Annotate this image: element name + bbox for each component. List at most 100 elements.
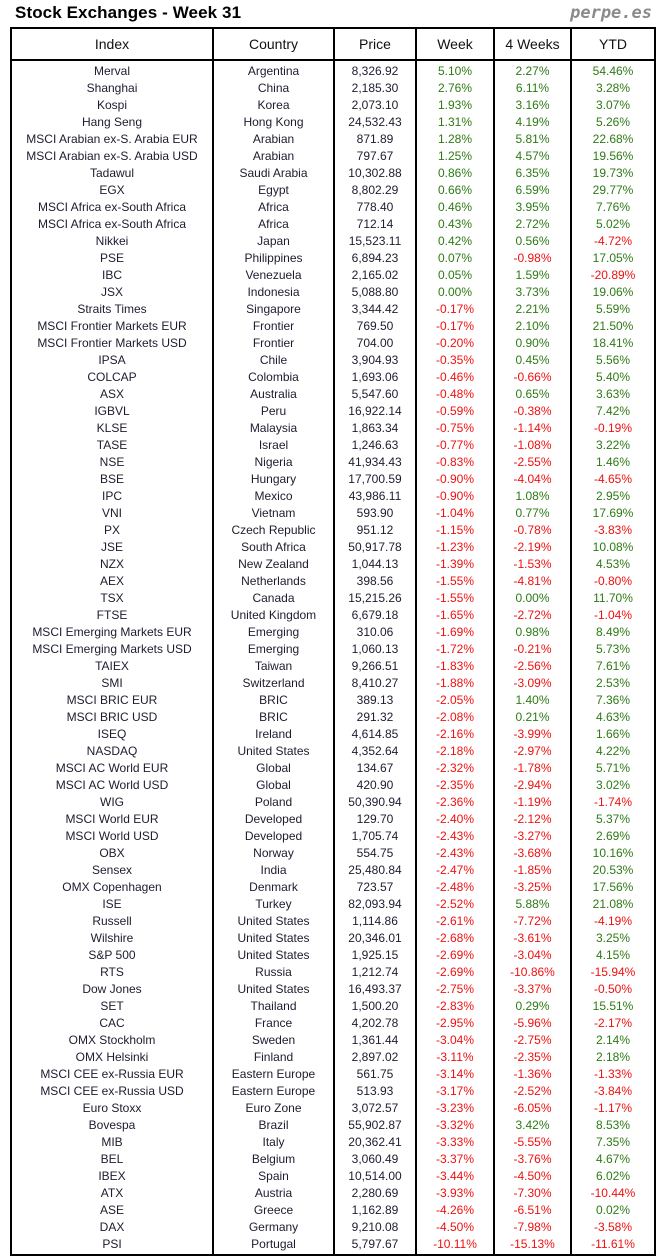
ytd-change-cell: 5.56% [570,352,656,369]
week-change-cell: -3.93% [415,1185,495,1202]
column-header-price[interactable]: Price [333,27,417,61]
price-cell: 704.00 [333,335,417,352]
table-row: MSCI Emerging Markets USD Emerging 1,060.1… [10,641,656,658]
four-weeks-change-cell: 0.45% [493,352,572,369]
four-weeks-change-cell: -1.14% [493,420,572,437]
ytd-change-cell: 2.53% [570,675,656,692]
index-cell: MSCI CEE ex-Russia USD [10,1083,214,1100]
ytd-change-cell: 10.08% [570,539,656,556]
table-row: OMX Helsinki Finland 2,897.02 -3.11% -2.35% 2… [10,1049,656,1066]
country-cell: Canada [212,590,335,607]
table-row: CAC France 4,202.78 -2.95% -5.96% -2.17% [10,1015,656,1032]
index-cell: NASDAQ [10,743,214,760]
table-row: BSE Hungary 17,700.59 -0.90% -4.04% -4.65% [10,471,656,488]
ytd-change-cell: 7.36% [570,692,656,709]
country-cell: Finland [212,1049,335,1066]
column-header-week[interactable]: Week [415,27,495,61]
price-cell: 82,093.94 [333,896,417,913]
country-cell: Singapore [212,301,335,318]
country-cell: United States [212,947,335,964]
week-change-cell: -0.48% [415,386,495,403]
ytd-change-cell: 5.26% [570,114,656,131]
table-row: MSCI Frontier Markets USD Frontier 704.00-… [10,335,656,352]
price-cell: 50,390.94 [333,794,417,811]
price-cell: 1,693.06 [333,369,417,386]
price-cell: 561.75 [333,1066,417,1083]
country-cell: Austria [212,1185,335,1202]
ytd-change-cell: 15.51% [570,998,656,1015]
table-row: MSCI Emerging Markets EUR Emerging 310.06-… [10,624,656,641]
country-cell: Ireland [212,726,335,743]
ytd-change-cell: -3.84% [570,1083,656,1100]
week-change-cell: -1.04% [415,505,495,522]
table-row: ASE Greece 1,162.89 -4.26% -6.51% 0.02% [10,1202,656,1219]
table-row: PX Czech Republic 951.12 -1.15% -0.78% -3.83% [10,522,656,539]
index-cell: Merval [10,60,214,80]
country-cell: Vietnam [212,505,335,522]
week-change-cell: -2.35% [415,777,495,794]
week-change-cell: -0.20% [415,335,495,352]
price-cell: 389.13 [333,692,417,709]
country-cell: Global [212,777,335,794]
table-body: Merval Argentina 8,326.92 5.10% 2.27% 54.46% S… [10,60,656,1255]
table-row: Kospi Korea 2,073.10 1.93% 3.16% 3.07% [10,97,656,114]
index-cell: Russell [10,913,214,930]
week-change-cell: -10.11% [415,1236,495,1255]
country-cell: Korea [212,97,335,114]
index-cell: IPC [10,488,214,505]
table-row: TASE Israel 1,246.63 -0.77% -1.08% 3.22% [10,437,656,454]
column-header-index[interactable]: Index [10,27,214,61]
week-change-cell: -2.83% [415,998,495,1015]
week-change-cell: -2.52% [415,896,495,913]
week-change-cell: -4.50% [415,1219,495,1236]
ytd-change-cell: 5.73% [570,641,656,658]
column-header-ytd[interactable]: YTD [570,27,656,61]
table-row: NASDAQ United States 4,352.64 -2.18% -2.97% 4… [10,743,656,760]
week-change-cell: -1.88% [415,675,495,692]
week-change-cell: -2.95% [415,1015,495,1032]
column-header-country[interactable]: Country [212,27,335,61]
index-cell: ISE [10,896,214,913]
table-row: BEL Belgium 3,060.49 -3.37% -3.76% 4.67% [10,1151,656,1168]
table-row: MSCI World USD Developed 1,705.74 -2.43% -3.… [10,828,656,845]
ytd-change-cell: -1.04% [570,607,656,624]
four-weeks-change-cell: -0.21% [493,641,572,658]
table-row: NZX New Zealand 1,044.13 -1.39% -1.53% 4.53% [10,556,656,573]
country-cell: Arabian [212,148,335,165]
ytd-change-cell: 2.69% [570,828,656,845]
price-cell: 3,904.93 [333,352,417,369]
ytd-change-cell: 0.02% [570,1202,656,1219]
price-cell: 24,532.43 [333,114,417,131]
index-cell: MSCI Frontier Markets USD [10,335,214,352]
four-weeks-change-cell: -6.51% [493,1202,572,1219]
week-change-cell: -2.08% [415,709,495,726]
table-row: AEX Netherlands 398.56 -1.55% -4.81% -0.80% [10,573,656,590]
index-cell: EGX [10,182,214,199]
week-change-cell: 1.28% [415,131,495,148]
ytd-change-cell: -4.19% [570,913,656,930]
week-change-cell: -2.47% [415,862,495,879]
ytd-change-cell: 5.37% [570,811,656,828]
four-weeks-change-cell: -2.94% [493,777,572,794]
index-cell: Straits Times [10,301,214,318]
week-change-cell: -3.33% [415,1134,495,1151]
table-row: MSCI AC World EUR Global 134.67 -2.32% -1.78… [10,760,656,777]
ytd-change-cell: 3.25% [570,930,656,947]
week-change-cell: -2.48% [415,879,495,896]
table-row: Dow Jones United States 16,493.37 -2.75% -3.… [10,981,656,998]
four-weeks-change-cell: -3.09% [493,675,572,692]
column-header-4-weeks[interactable]: 4 Weeks [493,27,572,61]
index-cell: KLSE [10,420,214,437]
country-cell: Hungary [212,471,335,488]
four-weeks-change-cell: 3.42% [493,1117,572,1134]
price-cell: 797.67 [333,148,417,165]
week-change-cell: 0.42% [415,233,495,250]
price-cell: 871.89 [333,131,417,148]
table-row: PSI Portugal 5,797.67 -10.11% -15.13% -11.61% [10,1236,656,1255]
table-row: FTSE United Kingdom 6,679.18 -1.65% -2.72% -1… [10,607,656,624]
table-row: IBEX Spain 10,514.00 -3.44% -4.50% 6.02% [10,1168,656,1185]
ytd-change-cell: 4.63% [570,709,656,726]
four-weeks-change-cell: -0.66% [493,369,572,386]
country-cell: South Africa [212,539,335,556]
price-cell: 5,088.80 [333,284,417,301]
